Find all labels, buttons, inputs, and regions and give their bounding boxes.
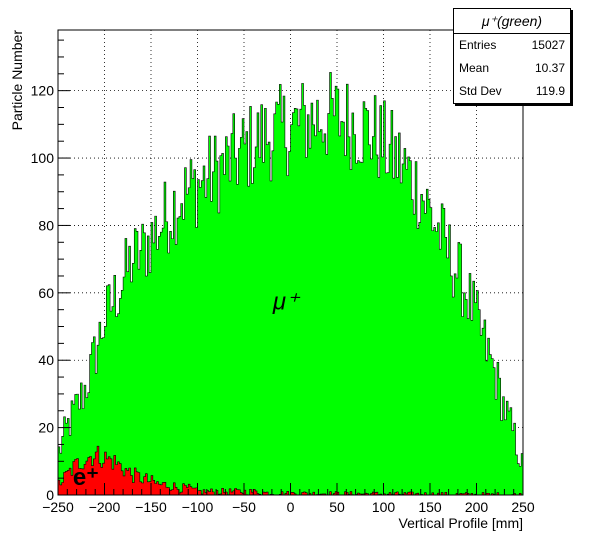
x-tick-label: −250 [42,499,74,515]
stats-label: Entries [459,38,497,52]
x-tick-label: 100 [372,499,396,515]
x-tick-label: −50 [232,499,256,515]
series-mu-plus [57,72,524,496]
x-axis: −250 −200 −150 −100 −50 0 50 100 150 200 250 [42,483,535,515]
x-tick-label: 150 [418,499,442,515]
stats-label: Mean [459,61,490,75]
x-tick-label: −100 [182,499,214,515]
stats-row-stddev: Std Dev 119.9 [454,80,570,103]
y-tick-label: 80 [38,217,54,233]
y-axis: 0 20 40 60 80 100 120 [31,39,70,503]
stats-value: 15027 [531,38,565,52]
y-tick-label: 20 [38,420,54,436]
annotation-label: μ⁺ [272,289,301,316]
annotations: μ⁺ e⁺ [73,289,301,491]
stats-title: μ⁺(green) [454,9,570,34]
x-tick-label: 250 [511,499,535,515]
series-fill [57,72,524,496]
x-axis-label: Vertical Profile [mm] [399,515,523,531]
x-tick-label: −200 [89,499,121,515]
x-tick-label: 0 [287,499,295,515]
y-tick-label: 60 [38,285,54,301]
x-tick-label: −150 [135,499,167,515]
stats-box: μ⁺(green) Entries 15027 Mean 10.37 Std D… [453,8,571,104]
annotation-label: e⁺ [73,464,99,491]
x-tick-label: 50 [329,499,345,515]
y-tick-label: 40 [38,352,54,368]
stats-label: Std Dev [459,84,502,98]
y-tick-label: 0 [46,487,54,503]
stats-value: 119.9 [535,84,565,98]
x-tick-label: 200 [465,499,489,515]
stats-value: 10.37 [534,61,565,75]
y-tick-label: 100 [31,150,55,166]
stats-row-entries: Entries 15027 [454,34,570,57]
y-tick-label: 120 [31,83,55,99]
stats-row-mean: Mean 10.37 [454,57,570,80]
y-axis-label: Particle Number [9,30,25,131]
